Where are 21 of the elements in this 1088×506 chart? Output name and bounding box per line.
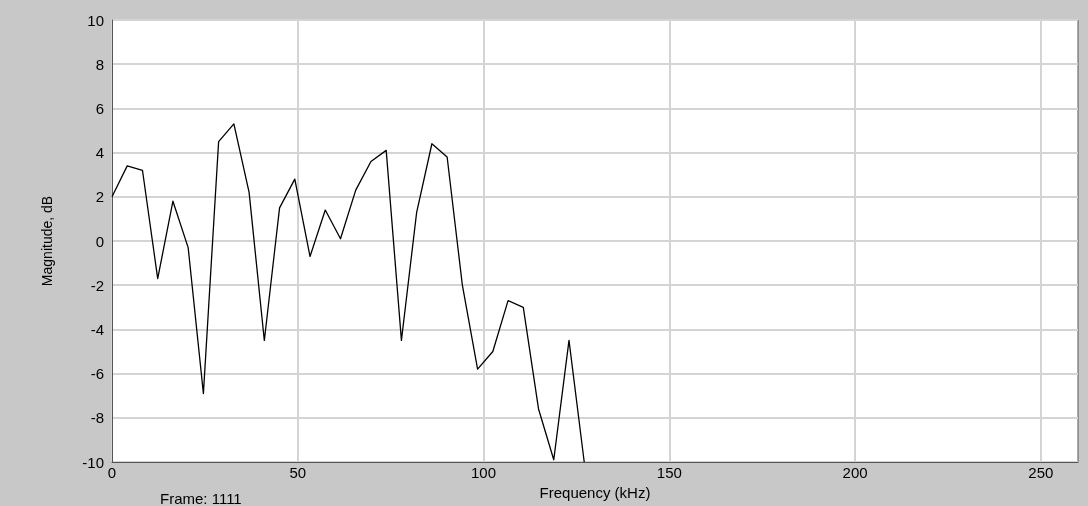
x-tick-label: 200 — [842, 464, 868, 481]
x-tick-label: 250 — [1028, 464, 1054, 481]
text: Frame: 1111 — [160, 490, 242, 506]
x-axis-title: Frequency (kHz) — [539, 483, 651, 501]
x-tick-label: 0 — [107, 464, 117, 481]
y-tick-label: -6 — [90, 365, 104, 383]
y-axis-title: Magnitude, dB — [39, 195, 55, 287]
y-tick-label: 10 — [87, 11, 104, 29]
y-tick-label: 6 — [95, 99, 104, 117]
y-tick-label: 0 — [95, 232, 104, 250]
y-tick-label: -2 — [90, 276, 104, 294]
y-tick-label: 4 — [95, 144, 104, 162]
y-tick-label: -4 — [90, 320, 104, 338]
y-tick-label: -8 — [90, 409, 104, 427]
y-tick-label: 8 — [95, 55, 104, 73]
line-series — [111, 123, 585, 463]
x-tick-label: 150 — [656, 464, 682, 481]
y-tick-label: -10 — [82, 453, 104, 471]
y-tick-label: 2 — [95, 188, 104, 206]
x-tick-label: 100 — [471, 464, 497, 481]
x-tick-label: 50 — [289, 464, 307, 481]
